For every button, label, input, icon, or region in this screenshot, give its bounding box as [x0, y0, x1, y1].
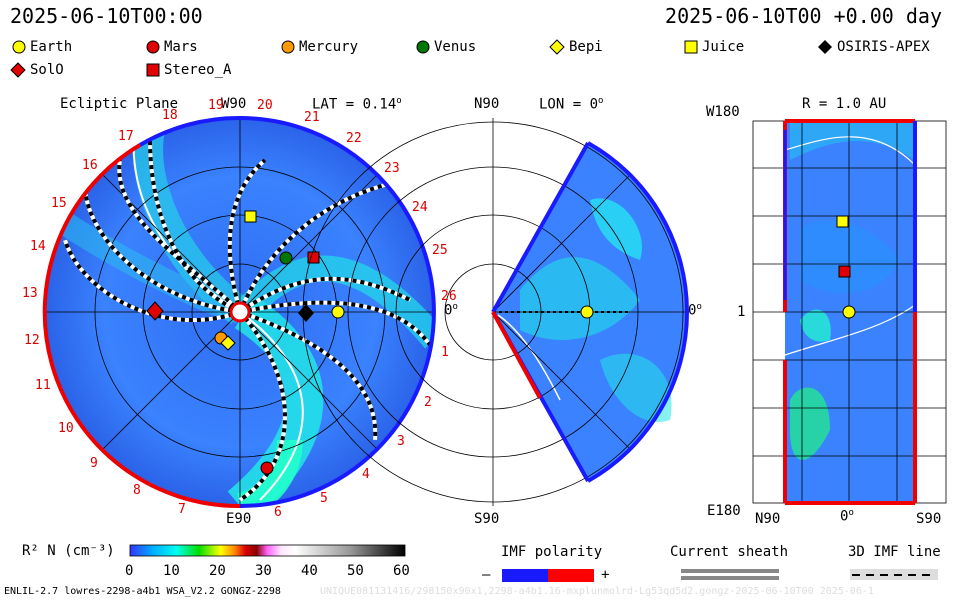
colorbar-tick: 0	[125, 563, 134, 579]
earth-marker-radial	[842, 305, 856, 319]
left-timestamp: 2025-06-10T00:00	[10, 4, 203, 28]
ecliptic-bottom-label: E90	[226, 511, 252, 527]
radial-mid-label: 1	[737, 304, 746, 320]
radial-n90: N90	[755, 511, 781, 527]
carr-label: 13	[22, 286, 38, 301]
ecliptic-top-label: W90	[221, 96, 247, 112]
carr-label: 21	[304, 110, 320, 125]
colorbar-tick: 20	[209, 563, 226, 579]
colorbar-tick: 50	[347, 563, 364, 579]
meridional-s90: S90	[474, 511, 500, 527]
carr-label: 7	[178, 502, 186, 517]
carr-label: 14	[30, 239, 46, 254]
imf-minus-label: –	[482, 567, 491, 583]
earth-icon	[12, 40, 26, 54]
carr-label: 26	[441, 289, 457, 304]
colorbar-tick: 30	[255, 563, 272, 579]
footer-left: ENLIL-2.7 lowres-2298-a4b1 WSA_V2.2 GONG…	[4, 586, 281, 597]
carr-label: 22	[346, 131, 362, 146]
meridional-plane-panel	[302, 118, 689, 506]
meridional-right: 0o	[688, 302, 702, 319]
carr-label: 5	[320, 491, 328, 506]
current-sheath-label: Current sheath	[670, 544, 789, 560]
carr-label: 11	[35, 378, 51, 393]
juice-icon	[684, 40, 698, 54]
imf-line-label: 3D IMF line	[848, 544, 941, 560]
carr-label: 10	[58, 421, 74, 436]
legend-earth: Earth	[12, 39, 72, 55]
juice-marker-radial	[836, 215, 849, 228]
colorbar	[129, 544, 406, 557]
right-timestamp: 2025-06-10T00 +0.00 day	[665, 4, 942, 28]
imf-polarity-label: IMF polarity	[501, 544, 603, 560]
ecliptic-plane-panel	[42, 115, 436, 509]
ecliptic-lat: LAT = 0.14o	[312, 96, 402, 113]
radial-map-panel	[752, 119, 947, 505]
ecliptic-title: Ecliptic Plane	[60, 96, 179, 112]
juice-marker	[244, 210, 257, 223]
colorbar-tick: 10	[163, 563, 180, 579]
legend-bepi: Bepi	[549, 39, 603, 55]
colorbar-tick: 40	[301, 563, 318, 579]
carr-label: 17	[118, 129, 134, 144]
carr-label: 20	[257, 98, 273, 113]
stereo-a-marker	[307, 251, 320, 264]
venus-icon	[416, 40, 430, 54]
earth-marker	[331, 305, 345, 319]
carr-label: 4	[362, 467, 370, 482]
bepi-marker	[220, 335, 236, 351]
carr-label: 24	[412, 200, 428, 215]
venus-marker	[279, 251, 293, 265]
legend-osiris-apex: OSIRIS-APEX	[817, 39, 930, 55]
carr-label: 3	[397, 434, 405, 449]
imf-minus-swatch	[502, 569, 548, 582]
legend-stereo-a: Stereo_A	[146, 62, 231, 78]
carr-label: 18	[162, 108, 178, 123]
stereo-a-marker-radial	[838, 265, 851, 278]
radial-zero: 0o	[840, 508, 854, 525]
carr-label: 1	[441, 345, 449, 360]
colorbar-tick: 60	[393, 563, 410, 579]
radial-w180: W180	[706, 104, 740, 120]
osiris-apex-icon	[818, 40, 832, 54]
radial-e180: E180	[707, 503, 741, 519]
mars-icon	[146, 40, 160, 54]
solo-icon	[10, 62, 26, 78]
radial-s90: S90	[916, 511, 942, 527]
imf-plus-label: +	[601, 567, 610, 583]
imf-plus-swatch	[548, 569, 594, 582]
carr-label: 15	[51, 196, 67, 211]
meridional-n90: N90	[474, 96, 500, 112]
carr-label: 9	[90, 456, 98, 471]
ecliptic-right-label: 0o	[444, 302, 458, 319]
stereo-a-icon	[146, 63, 160, 77]
carr-label: 23	[384, 161, 400, 176]
meridional-lon: LON = 0o	[539, 96, 604, 113]
legend-venus: Venus	[416, 39, 476, 55]
carr-label: 16	[82, 158, 98, 173]
osiris-apex-marker	[298, 304, 314, 322]
solo-marker	[146, 301, 164, 321]
colorbar-label: R² N (cm⁻³)	[22, 543, 115, 559]
carr-label: 19	[208, 98, 224, 113]
mercury-icon	[281, 40, 295, 54]
mars-marker	[260, 461, 274, 475]
radial-r-label: R = 1.0 AU	[802, 96, 887, 112]
carr-label: 6	[274, 505, 282, 520]
carr-label: 8	[133, 483, 141, 498]
carr-label: 2	[424, 395, 432, 410]
legend-mercury: Mercury	[281, 39, 358, 55]
legend-juice: Juice	[684, 39, 744, 55]
legend-solo: SolO	[10, 62, 64, 78]
footer-right: UNIQUE081131416/298150x90x1,2298-a4b1.16…	[320, 586, 874, 597]
bepi-icon	[549, 39, 565, 55]
carr-label: 12	[24, 333, 40, 348]
legend-mars: Mars	[146, 39, 198, 55]
carr-label: 25	[432, 243, 448, 258]
earth-marker-meridional	[580, 305, 594, 319]
